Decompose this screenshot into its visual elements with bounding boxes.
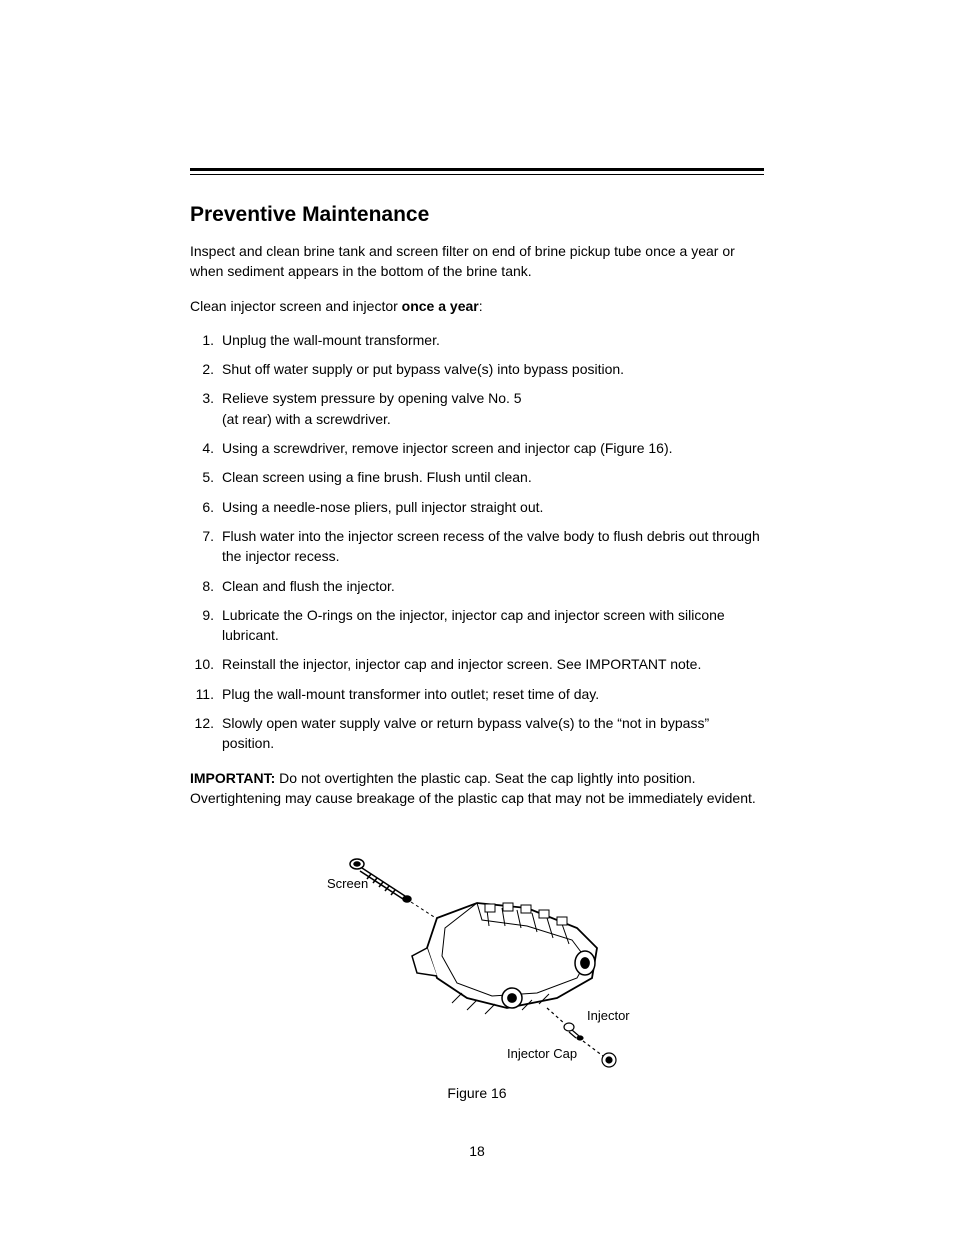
step-item: Lubricate the O-rings on the injector, i… (190, 605, 764, 646)
figure-container: Screen Injector Injector Cap Figure 16 (190, 848, 764, 1101)
step-item: Reinstall the injector, injector cap and… (190, 654, 764, 674)
lead-in-paragraph: Clean injector screen and injector once … (190, 296, 764, 316)
step10-pre: Reinstall the injector, injector cap and… (222, 656, 585, 672)
step-item: Clean screen using a fine brush. Flush u… (190, 467, 764, 487)
lead-in-pre: Clean injector screen and injector (190, 298, 402, 314)
document-page: Preventive Maintenance Inspect and clean… (0, 0, 954, 1159)
header-rule-thin (190, 174, 764, 175)
figure-label-injector: Injector (587, 1008, 630, 1023)
step-item: Clean and flush the injector. (190, 576, 764, 596)
step-item: Slowly open water supply valve or return… (190, 713, 764, 754)
step10-post: note. (666, 656, 701, 672)
step-item: Using a screwdriver, remove injector scr… (190, 438, 764, 458)
steps-list: Unplug the wall-mount transformer. Shut … (190, 330, 764, 754)
figure-16: Screen Injector Injector Cap (327, 848, 627, 1068)
intro-paragraph: Inspect and clean brine tank and screen … (190, 241, 764, 282)
step10-bold: IMPORTANT (585, 656, 666, 672)
page-heading: Preventive Maintenance (190, 203, 764, 227)
figure-svg (327, 848, 627, 1068)
figure-caption: Figure 16 (190, 1085, 764, 1101)
step-item: Plug the wall-mount transformer into out… (190, 684, 764, 704)
header-rule-thick (190, 168, 764, 171)
lead-in-bold: once a year (402, 298, 479, 314)
page-number: 18 (190, 1143, 764, 1159)
important-note: IMPORTANT: Do not overtighten the plasti… (190, 768, 764, 809)
step-item: Shut off water supply or put bypass valv… (190, 359, 764, 379)
step-item: Using a needle-nose pliers, pull injecto… (190, 497, 764, 517)
step-item: Relieve system pressure by opening valve… (190, 388, 764, 429)
step-item: Unplug the wall-mount transformer. (190, 330, 764, 350)
important-label: IMPORTANT: (190, 770, 275, 786)
figure-label-injector-cap: Injector Cap (507, 1046, 577, 1061)
figure-label-screen: Screen (327, 876, 368, 891)
lead-in-post: : (479, 298, 483, 314)
important-text: Do not overtighten the plastic cap. Seat… (190, 770, 756, 806)
step-item: Flush water into the injector screen rec… (190, 526, 764, 567)
